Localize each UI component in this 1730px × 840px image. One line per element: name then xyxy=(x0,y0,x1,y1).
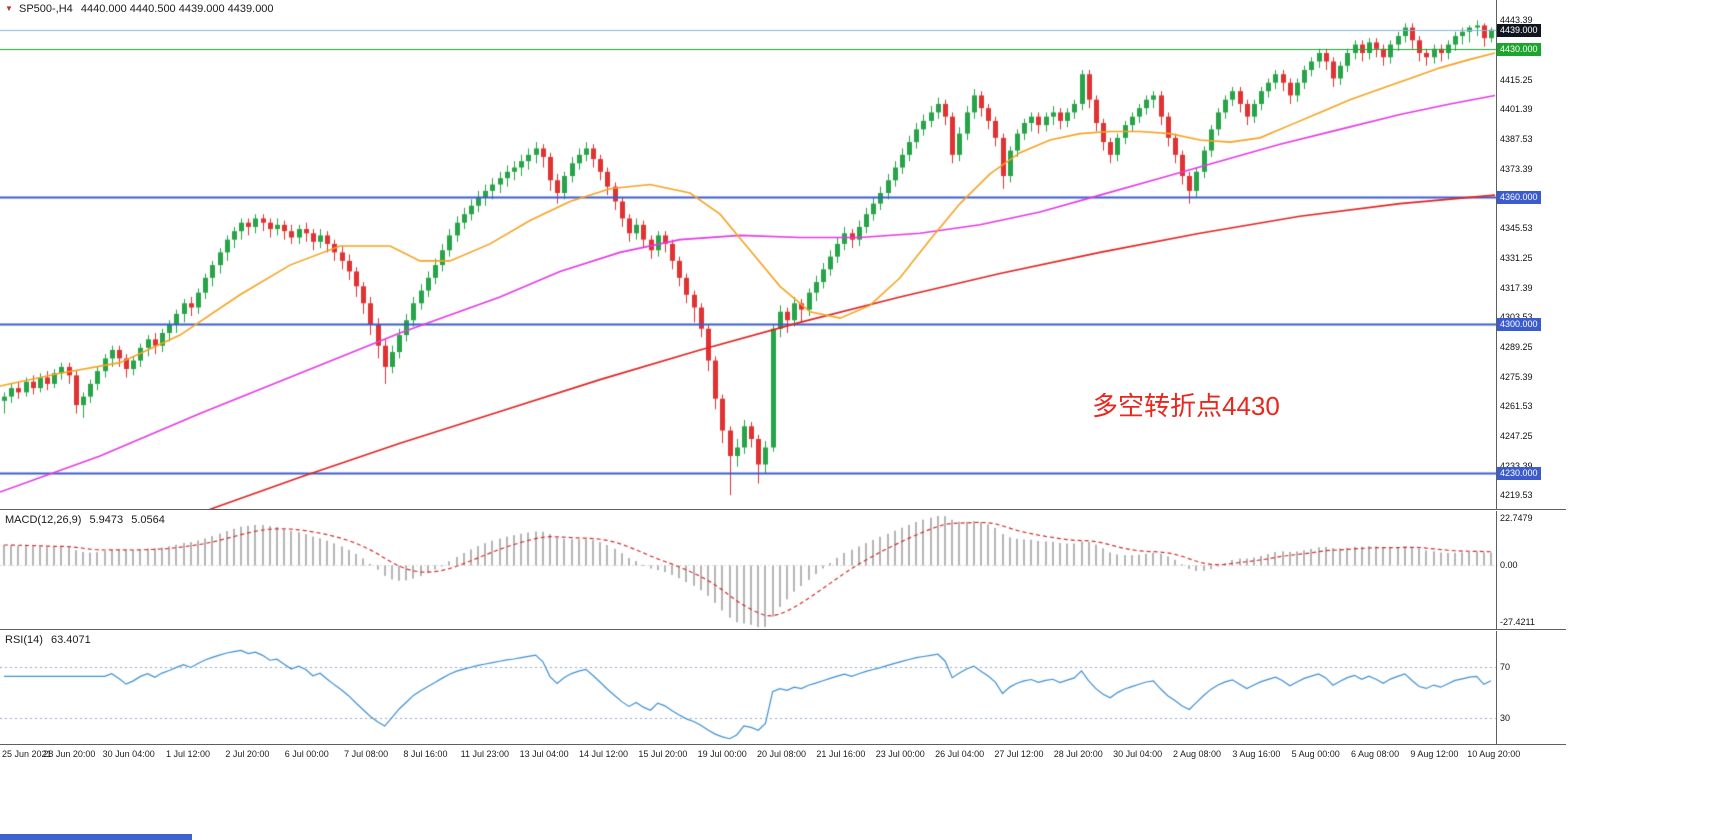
time-axis-label: 3 Aug 16:00 xyxy=(1232,749,1281,759)
price-tick-label: 4401.39 xyxy=(1500,104,1533,115)
macd-panel: MACD(12,26,9) 5.9473 5.0564 22.7479 0.00 -… xyxy=(0,511,1566,630)
time-axis-label: 10 Aug 20:00 xyxy=(1467,749,1521,759)
time-axis-label: 20 Jul 08:00 xyxy=(757,749,807,759)
rsi-value: 63.4071 xyxy=(50,634,91,646)
time-axis-label: 9 Aug 12:00 xyxy=(1410,749,1459,759)
price-level-badge: 4300.000 xyxy=(1497,318,1541,332)
macd-scale-separator xyxy=(1496,511,1497,629)
price-tick-label: 4247.25 xyxy=(1500,431,1533,442)
time-axis-label: 13 Jul 04:00 xyxy=(519,749,569,759)
price-scale-separator xyxy=(1496,0,1497,509)
bottom-blue-strip xyxy=(0,834,192,840)
time-axis-label: 23 Jul 00:00 xyxy=(875,749,925,759)
macd-name: MACD(12,26,9) xyxy=(5,514,82,526)
time-axis-label: 2 Aug 08:00 xyxy=(1172,749,1222,759)
rsi-name: RSI(14) xyxy=(5,634,43,646)
time-axis-label: 8 Jul 16:00 xyxy=(403,749,448,759)
time-axis-label: 30 Jul 04:00 xyxy=(1113,749,1163,759)
price-tick-label: 4289.25 xyxy=(1500,342,1533,353)
macd-label: MACD(12,26,9) 5.9473 5.0564 xyxy=(5,514,170,526)
price-level-badge: 4430.000 xyxy=(1497,42,1541,56)
rsi-tick-label: 30 xyxy=(1500,712,1511,723)
time-axis-label: 26 Jul 04:00 xyxy=(935,749,985,759)
price-tick-label: 4261.53 xyxy=(1500,401,1533,412)
chart-marker-icon: ▼ xyxy=(5,4,13,13)
rsi-label: RSI(14) 63.4071 xyxy=(5,634,96,646)
rsi-chart-canvas[interactable] xyxy=(0,631,1496,744)
macd-tick-label: -27.4211 xyxy=(1500,616,1535,627)
time-axis-label: 21 Jul 16:00 xyxy=(816,749,866,759)
macd-tick-label: 0.00 xyxy=(1500,559,1518,570)
rsi-scale[interactable]: 70 30 xyxy=(1497,631,1566,744)
time-axis-label: 7 Jul 08:00 xyxy=(344,749,389,759)
time-axis-label: 30 Jun 04:00 xyxy=(102,749,155,759)
price-tick-label: 4345.53 xyxy=(1500,222,1533,233)
price-level-badge: 4230.000 xyxy=(1497,466,1541,480)
price-tick-label: 4443.39 xyxy=(1500,15,1533,26)
price-tick-label: 4275.39 xyxy=(1500,371,1533,382)
time-axis-label: 2 Jul 20:00 xyxy=(225,749,270,759)
macd-value-main: 5.9473 xyxy=(89,514,124,526)
time-axis-label: 14 Jul 12:00 xyxy=(578,749,629,759)
time-axis-label: 19 Jul 00:00 xyxy=(697,749,747,759)
price-scale[interactable]: 4443.39 4415.25 4401.39 4387.53 4373.39 4345.… xyxy=(1497,0,1566,509)
time-axis-label: 6 Jul 00:00 xyxy=(284,749,329,759)
price-tick-label: 4233.39 xyxy=(1500,460,1533,471)
symbol-ohlc-label: ▼ SP500-,H4 4440.000 4440.500 4439.000 4… xyxy=(5,3,279,15)
time-axis-label: 11 Jul 23:00 xyxy=(460,749,509,759)
rsi-panel: RSI(14) 63.4071 70 30 xyxy=(0,631,1566,745)
price-level-badge: 4360.000 xyxy=(1497,191,1541,205)
symbol-timeframe: SP500-,H4 xyxy=(18,3,73,15)
macd-value-signal: 5.0564 xyxy=(131,514,165,526)
time-axis-label: 15 Jul 20:00 xyxy=(638,749,688,759)
time-axis-label: 1 Jul 12:00 xyxy=(166,749,211,759)
price-tick-label: 4317.39 xyxy=(1500,282,1533,293)
time-axis[interactable]: 25 Jun 2021 28 Jun 20:00 30 Jun 04:00 1 Jul… xyxy=(0,746,1566,766)
macd-chart-canvas[interactable] xyxy=(0,511,1496,629)
time-axis-label: 5 Aug 00:00 xyxy=(1291,749,1340,759)
price-tick-label: 4373.39 xyxy=(1500,163,1533,174)
price-panel: ▼ SP500-,H4 4440.000 4440.500 4439.000 4… xyxy=(0,0,1566,510)
price-tick-label: 4331.25 xyxy=(1500,253,1533,264)
price-tick-label: 4387.53 xyxy=(1500,133,1533,144)
time-axis-label: 25 Jun 2021 xyxy=(2,749,52,759)
price-tick-label: 4303.53 xyxy=(1500,312,1533,322)
rsi-scale-separator xyxy=(1496,631,1497,744)
time-axis-label: 28 Jul 20:00 xyxy=(1053,749,1103,759)
rsi-tick-label: 70 xyxy=(1500,662,1511,673)
time-axis-label: 27 Jul 12:00 xyxy=(994,749,1044,759)
pivot-annotation: 多空转折点4430 xyxy=(1092,391,1280,421)
price-tick-label: 4219.53 xyxy=(1500,490,1533,501)
ohlc-values: 4440.000 4440.500 4439.000 4439.000 xyxy=(80,3,274,15)
price-level-badge: 4439.000 xyxy=(1497,23,1541,37)
price-chart-canvas[interactable] xyxy=(0,0,1496,509)
time-axis-label: 28 Jun 20:00 xyxy=(43,749,96,759)
macd-scale[interactable]: 22.7479 0.00 -27.4211 xyxy=(1497,511,1566,629)
time-axis-label: 6 Aug 08:00 xyxy=(1351,749,1400,759)
price-tick-label: 4415.25 xyxy=(1500,75,1533,86)
macd-tick-label: 22.7479 xyxy=(1500,512,1533,523)
